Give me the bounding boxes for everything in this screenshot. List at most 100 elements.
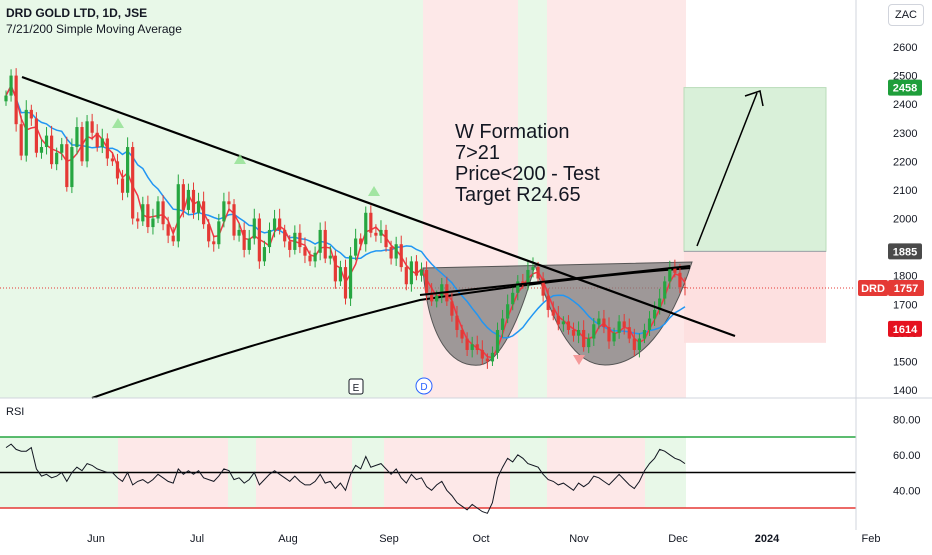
candle (80, 127, 84, 162)
rsi-tick-label: 80.00 (893, 414, 921, 426)
candle (683, 287, 687, 289)
candle (592, 324, 596, 339)
candle (485, 358, 489, 362)
y-tick-label: 1500 (893, 356, 917, 368)
candle (90, 121, 94, 133)
candle (511, 292, 515, 305)
candle (4, 95, 8, 102)
candle (359, 238, 363, 245)
candle (465, 338, 469, 350)
x-tick-label: 2024 (755, 533, 780, 545)
candle (343, 267, 348, 299)
candle (612, 332, 616, 342)
candle (521, 281, 525, 285)
rsi-line (5, 443, 686, 514)
candle (318, 229, 322, 253)
candle (642, 329, 647, 339)
price-badges: DRD 1757 2458 1885 1614 (858, 79, 924, 337)
candle (267, 229, 272, 248)
candle (582, 329, 586, 348)
candle (328, 255, 332, 259)
candles (4, 68, 687, 369)
candle (602, 318, 606, 328)
candle (166, 224, 170, 236)
candle (495, 329, 500, 353)
candle (141, 204, 145, 222)
candle (232, 204, 236, 236)
candle (348, 255, 353, 299)
y-tick-label: 2300 (893, 128, 917, 140)
annotation-line: Price<200 - Test (455, 163, 600, 185)
candle (85, 121, 89, 162)
candle (678, 272, 682, 288)
candle (526, 269, 530, 285)
zone-green (0, 0, 423, 398)
candle (9, 75, 13, 96)
x-tick-label: Jun (87, 533, 105, 545)
candle (24, 109, 28, 156)
candle (460, 329, 464, 339)
candle (196, 201, 201, 213)
candle (566, 321, 571, 330)
candle (455, 315, 459, 330)
downtrend-line (21, 75, 736, 338)
candle (202, 201, 206, 225)
candle (212, 241, 216, 245)
zone-green (518, 0, 547, 398)
trend-lines (21, 75, 764, 338)
rsi-pane (0, 397, 932, 514)
candle (252, 218, 256, 239)
candle (333, 255, 337, 282)
x-tick-label: Aug (278, 533, 298, 545)
candle (50, 135, 54, 165)
candle (237, 229, 241, 236)
candle (217, 221, 221, 245)
candle (115, 161, 120, 179)
candle (191, 189, 196, 213)
x-tick-label: Jul (190, 533, 204, 545)
y-tick-label: 1800 (893, 271, 917, 283)
candle (506, 304, 510, 319)
up-triangle-marker (368, 186, 380, 196)
candle (424, 269, 429, 293)
annotation-line: 7>21 (455, 142, 500, 164)
up-triangle-marker (234, 154, 246, 164)
candle (622, 321, 626, 328)
rsi-tick-label: 60.00 (893, 450, 921, 462)
y-tick-label: 2400 (893, 99, 917, 111)
current-price-badge: 1757 (894, 283, 918, 295)
candle (561, 321, 565, 325)
candle (298, 232, 302, 248)
candle (338, 267, 343, 282)
candle (308, 255, 312, 262)
candle (19, 124, 23, 156)
candle (490, 352, 495, 362)
candle (430, 292, 434, 302)
candle (161, 201, 165, 225)
candle (120, 178, 125, 193)
currency-button[interactable]: ZAC (888, 4, 924, 26)
x-tick-label: Dec (668, 533, 688, 545)
candle (105, 138, 109, 159)
candle (207, 224, 211, 242)
candle (55, 152, 59, 165)
candle (110, 158, 115, 162)
sma-21-line (5, 83, 686, 339)
candle (126, 147, 130, 193)
candle (475, 344, 479, 350)
target-arrow-head (744, 90, 764, 107)
candle (516, 281, 520, 293)
position-boxes (683, 87, 827, 343)
candle (171, 235, 175, 242)
symbol-title: DRD GOLD LTD, 1D, JSE (6, 6, 148, 20)
candle (323, 229, 327, 259)
candle (313, 252, 317, 262)
candle (394, 244, 398, 259)
candle (576, 329, 581, 336)
y-tick-label: 2000 (893, 214, 917, 226)
rsi-tick-label: 40.00 (893, 485, 921, 497)
candle (607, 327, 611, 342)
